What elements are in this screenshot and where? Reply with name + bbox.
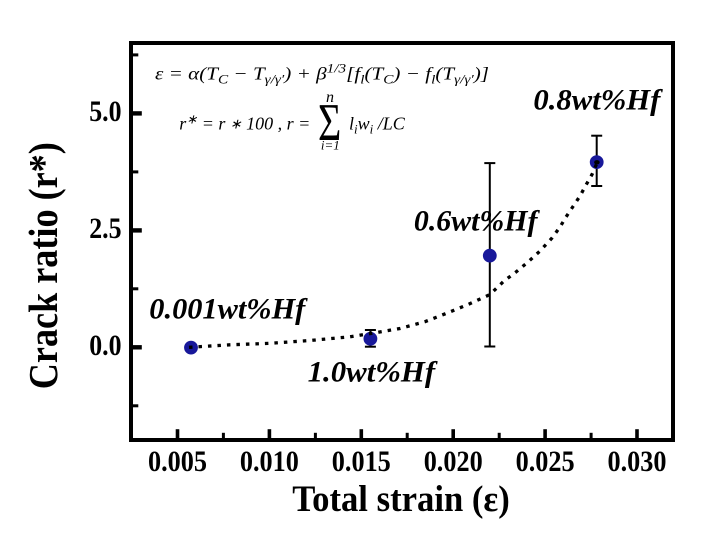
svg-text:n: n: [326, 89, 334, 106]
svg-text:0.001wt%Hf: 0.001wt%Hf: [149, 293, 308, 326]
svg-text:0.6wt%Hf: 0.6wt%Hf: [414, 204, 541, 237]
svg-text:0.015: 0.015: [332, 446, 391, 478]
svg-text:liwi /LC: liwi /LC: [349, 114, 406, 137]
svg-text:0.8wt%Hf: 0.8wt%Hf: [533, 84, 663, 117]
svg-text:r∗ = r ∗ 100 , r =: r∗ = r ∗ 100 , r =: [179, 112, 310, 134]
svg-text:0.025: 0.025: [516, 446, 575, 478]
svg-text:i=1: i=1: [321, 138, 340, 153]
svg-text:Total strain (ε): Total strain (ε): [292, 479, 510, 520]
svg-text:1.0wt%Hf: 1.0wt%Hf: [308, 356, 439, 389]
svg-text:0.005: 0.005: [148, 446, 207, 478]
svg-text:5.0: 5.0: [89, 96, 121, 128]
svg-text:2.5: 2.5: [89, 213, 121, 245]
svg-text:Crack ratio (r*): Crack ratio (r*): [20, 142, 66, 389]
svg-text:Σ: Σ: [318, 94, 341, 152]
svg-text:0.030: 0.030: [608, 446, 667, 478]
svg-text:0.010: 0.010: [240, 446, 299, 478]
svg-text:0.0: 0.0: [89, 330, 121, 362]
svg-text:ε = α(TC − Tγ/γ′) + β1/3[fl(TC: ε = α(T C − Tγ/γ′) + β 1/3 [f l(T C) − f l(T γ/…: [155, 61, 489, 87]
svg-text:0.020: 0.020: [424, 446, 483, 478]
